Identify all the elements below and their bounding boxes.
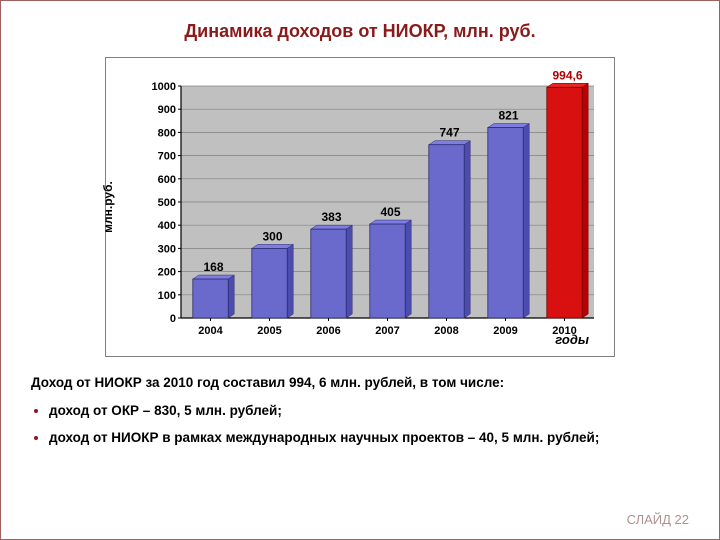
svg-text:600: 600 — [158, 174, 176, 186]
svg-text:годы: годы — [555, 332, 589, 347]
svg-text:383: 383 — [321, 210, 341, 224]
svg-text:0: 0 — [170, 313, 176, 325]
slide-title: Динамика доходов от НИОКР, млн. руб. — [31, 21, 689, 42]
chart-plot: 0 100 200 300 400 500 600 700 800 900 1000 168 2004 3… — [146, 68, 604, 346]
svg-text:300: 300 — [262, 229, 282, 243]
svg-text:2007: 2007 — [375, 325, 399, 337]
slide-number: СЛАЙД 22 — [627, 512, 689, 527]
svg-text:2006: 2006 — [316, 325, 340, 337]
svg-text:400: 400 — [158, 220, 176, 232]
bullet-list: доход от ОКР – 830, 5 млн. рублей; доход… — [31, 398, 689, 449]
svg-text:900: 900 — [158, 104, 176, 116]
svg-text:500: 500 — [158, 197, 176, 209]
svg-text:100: 100 — [158, 290, 176, 302]
svg-text:300: 300 — [158, 243, 176, 255]
bullet-item: доход от НИОКР в рамках международных на… — [49, 425, 689, 449]
svg-text:994,6: 994,6 — [552, 68, 582, 82]
svg-text:2004: 2004 — [198, 325, 223, 337]
slide: Динамика доходов от НИОКР, млн. руб. млн… — [0, 0, 720, 540]
svg-text:2008: 2008 — [434, 325, 458, 337]
svg-text:1000: 1000 — [152, 81, 176, 93]
svg-text:405: 405 — [380, 205, 400, 219]
svg-text:747: 747 — [439, 126, 459, 140]
svg-text:2009: 2009 — [493, 325, 517, 337]
bullet-item: доход от ОКР – 830, 5 млн. рублей; — [49, 398, 689, 422]
svg-text:800: 800 — [158, 127, 176, 139]
chart-container: млн.руб. 0100200300400500600700800900100… — [105, 57, 615, 357]
svg-text:200: 200 — [158, 267, 176, 279]
svg-text:168: 168 — [203, 260, 223, 274]
svg-text:2005: 2005 — [257, 325, 281, 337]
body-text: Доход от НИОКР за 2010 год составил 994,… — [31, 372, 689, 449]
lead-text: Доход от НИОКР за 2010 год составил 994,… — [31, 372, 689, 394]
chart-svg: 0 100 200 300 400 500 600 700 800 900 1000 168 2004 3… — [146, 68, 604, 346]
svg-text:821: 821 — [498, 109, 518, 123]
chart-ylabel: млн.руб. — [101, 181, 115, 233]
svg-text:700: 700 — [158, 151, 176, 163]
